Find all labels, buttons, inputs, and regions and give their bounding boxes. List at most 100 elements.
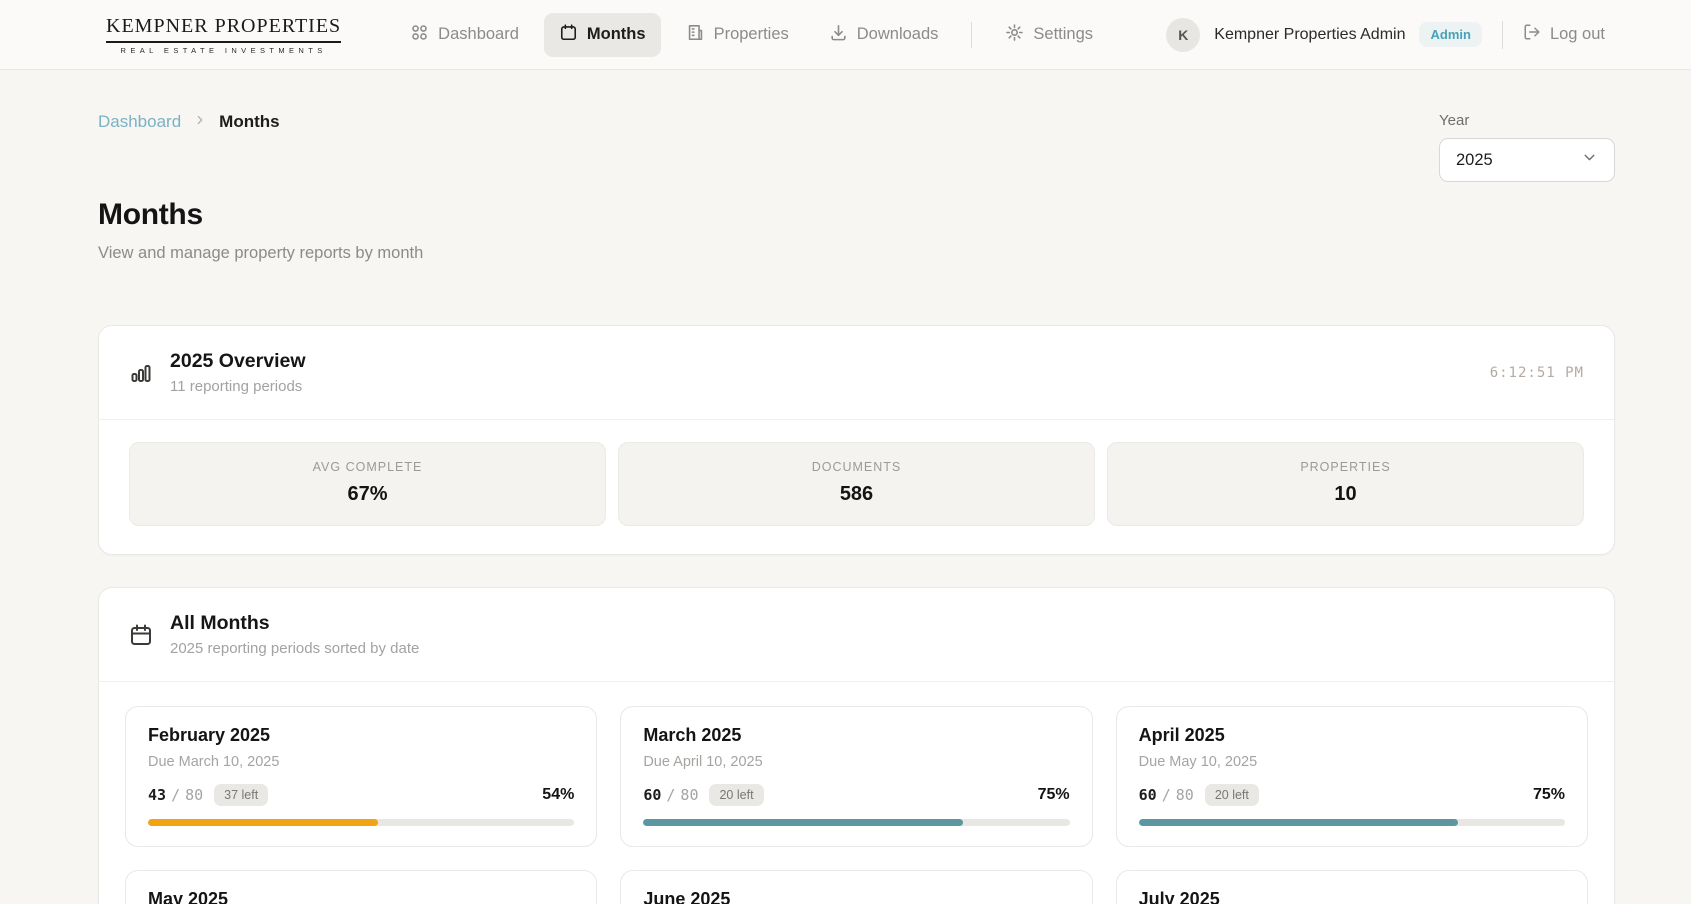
clock-time: 6:12:51 PM (1489, 364, 1584, 381)
month-percent: 75% (1532, 786, 1565, 803)
count-separator: / (666, 786, 676, 804)
divider (1501, 20, 1503, 49)
breadcrumb-current: Months (219, 112, 280, 131)
month-percent: 54% (542, 786, 575, 803)
month-stats-row: 60 / 80 20 left 75% (643, 784, 1070, 806)
user-name: Kempner Properties Admin (1214, 25, 1406, 43)
nav-item-properties[interactable]: Properties (671, 13, 804, 57)
month-card[interactable]: May 2025 Due June 10, 2025 60 / 80 20 le… (125, 870, 598, 904)
month-total-count: 80 (1175, 786, 1194, 804)
progress-bar-track (1138, 819, 1565, 826)
top-navigation-bar: KEMPNER PROPERTIES REAL ESTATE INVESTMEN… (0, 0, 1691, 70)
progress-bar-track (148, 819, 575, 826)
month-card[interactable]: March 2025 Due April 10, 2025 60 / 80 20… (620, 706, 1093, 847)
user-area: K Kempner Properties Admin Admin Log out (1166, 17, 1605, 52)
year-filter: Year 2025 (1439, 112, 1615, 182)
logout-label: Log out (1549, 25, 1605, 43)
nav-item-dashboard[interactable]: Dashboard (395, 13, 534, 57)
admin-role-badge: Admin (1419, 22, 1482, 47)
main-nav: Dashboard Months Properties Downloads Se… (395, 12, 1108, 57)
chevron-down-icon (1581, 149, 1598, 171)
page-content: Dashboard Months Year 2025 Months View a… (0, 70, 1691, 904)
month-left-badge: 20 left (1204, 784, 1259, 806)
logout-button[interactable]: Log out (1523, 23, 1605, 46)
nav-item-downloads[interactable]: Downloads (814, 13, 954, 57)
month-due-date: Due March 10, 2025 (148, 754, 280, 770)
month-due-date: Due May 10, 2025 (1138, 754, 1258, 770)
progress-bar-fill (1138, 819, 1459, 826)
logo-text: KEMPNER PROPERTIES (106, 15, 342, 43)
company-logo[interactable]: KEMPNER PROPERTIES REAL ESTATE INVESTMEN… (106, 15, 342, 55)
stat-box: PROPERTIES 10 (1107, 442, 1584, 526)
grid-icon (410, 23, 429, 47)
overview-subtitle: 11 reporting periods (170, 378, 303, 395)
month-done-count: 60 (1138, 786, 1157, 804)
stat-label: PROPERTIES (1300, 460, 1391, 474)
calendar-icon (559, 23, 578, 47)
month-name: March 2025 (643, 725, 742, 745)
month-total-count: 80 (185, 786, 204, 804)
months-grid: February 2025 Due March 10, 2025 43 / 80… (99, 682, 1614, 904)
month-name: June 2025 (643, 889, 731, 904)
all-months-card: All Months 2025 reporting periods sorted… (98, 587, 1615, 904)
logo-tagline: REAL ESTATE INVESTMENTS (120, 45, 327, 55)
year-select-value: 2025 (1456, 150, 1493, 169)
gear-icon (1005, 23, 1024, 47)
all-months-title: All Months (170, 612, 270, 634)
month-name: July 2025 (1138, 889, 1220, 904)
month-done-count: 60 (643, 786, 662, 804)
download-icon (829, 23, 848, 47)
nav-item-months[interactable]: Months (543, 12, 661, 57)
progress-bar-fill (643, 819, 964, 826)
month-name: May 2025 (148, 889, 229, 904)
nav-item-label: Months (586, 25, 646, 43)
overview-card: 2025 Overview 11 reporting periods 6:12:… (98, 325, 1615, 555)
stat-value: 586 (839, 483, 874, 505)
overview-stats: AVG COMPLETE 67% DOCUMENTS 586 PROPERTIE… (99, 420, 1614, 554)
progress-bar-fill (148, 819, 379, 826)
month-left-badge: 20 left (709, 784, 764, 806)
month-left-badge: 37 left (214, 784, 269, 806)
stat-box: DOCUMENTS 586 (618, 442, 1095, 526)
nav-divider (971, 21, 973, 48)
year-filter-label: Year (1439, 112, 1470, 129)
stat-value: 10 (1334, 483, 1357, 505)
month-percent: 75% (1037, 786, 1070, 803)
count-separator: / (171, 786, 181, 804)
overview-title: 2025 Overview (170, 350, 306, 372)
page-title: Months (98, 198, 203, 231)
month-card[interactable]: June 2025 Due July 10, 2025 60 / 80 20 l… (620, 870, 1093, 904)
logout-icon (1523, 23, 1541, 46)
stat-box: AVG COMPLETE 67% (129, 442, 606, 526)
month-stats-row: 60 / 80 20 left 75% (1139, 784, 1565, 806)
breadcrumb-dashboard-link[interactable]: Dashboard (98, 112, 182, 131)
month-name: February 2025 (148, 725, 271, 745)
nav-item-settings[interactable]: Settings (990, 13, 1108, 57)
nav-item-label: Downloads (856, 25, 939, 43)
year-select[interactable]: 2025 (1439, 138, 1615, 182)
page-subtitle: View and manage property reports by mont… (98, 244, 424, 262)
month-done-count: 43 (148, 786, 167, 804)
progress-bar-track (643, 819, 1070, 826)
nav-item-label: Dashboard (438, 25, 519, 43)
nav-item-label: Settings (1033, 25, 1094, 43)
breadcrumb: Dashboard Months (98, 112, 280, 132)
calendar-icon (129, 623, 153, 647)
bar-chart-icon (129, 361, 153, 385)
stat-label: AVG COMPLETE (312, 460, 423, 474)
chevron-right-icon (193, 112, 207, 132)
month-name: April 2025 (1138, 725, 1225, 745)
month-card[interactable]: February 2025 Due March 10, 2025 43 / 80… (125, 706, 598, 847)
month-card[interactable]: April 2025 Due May 10, 2025 60 / 80 20 l… (1115, 706, 1588, 847)
avatar: K (1166, 17, 1201, 52)
all-months-subtitle: 2025 reporting periods sorted by date (170, 640, 420, 657)
month-stats-row: 43 / 80 37 left 54% (148, 784, 574, 806)
nav-item-label: Properties (713, 25, 789, 43)
stat-label: DOCUMENTS (811, 460, 902, 474)
stat-value: 67% (347, 483, 388, 505)
building-icon (686, 23, 705, 47)
month-total-count: 80 (680, 786, 699, 804)
month-card[interactable]: July 2025 Due August 10, 2025 60 / 80 20… (1115, 870, 1588, 904)
month-due-date: Due April 10, 2025 (643, 754, 763, 770)
count-separator: / (1161, 786, 1171, 804)
